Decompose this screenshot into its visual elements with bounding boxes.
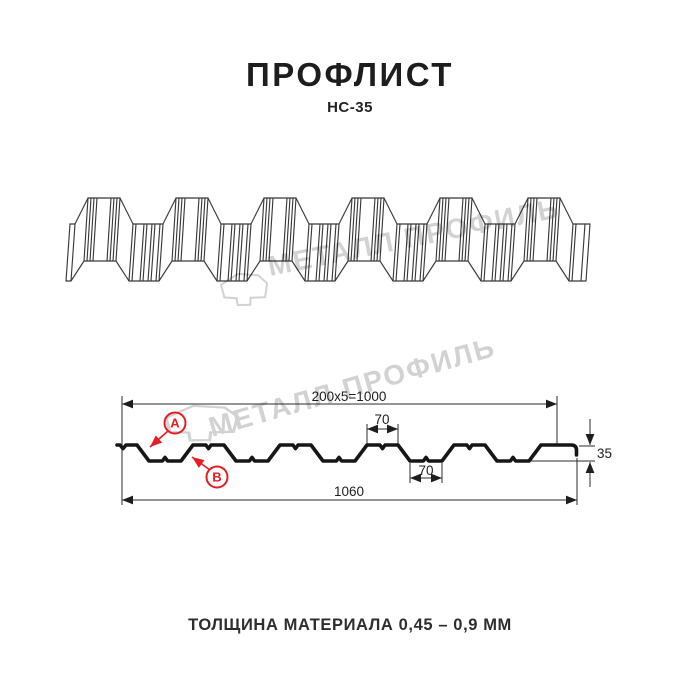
- metall-profil-logo: [219, 272, 269, 307]
- profile-model: НС-35: [327, 99, 373, 116]
- metall-profil-logo: [164, 404, 240, 442]
- label-a: A: [170, 416, 180, 431]
- label-b-arrow: [191, 456, 211, 471]
- dimension-lines: [121, 396, 595, 505]
- dimension-labels: 200x5=1000 70 70 35 1060: [312, 389, 612, 499]
- dim-pitch-label: 200x5=1000: [312, 389, 387, 404]
- profile-3d-view: [65, 197, 591, 282]
- label-a-arrow: [149, 430, 169, 448]
- profile-outline: [115, 443, 579, 463]
- dim-top-flange-label: 70: [374, 412, 389, 427]
- label-a-badge: [163, 411, 187, 435]
- material-thickness-note: ТОЛЩИНА МАТЕРИАЛА 0,45 – 0,9 ММ: [188, 616, 512, 634]
- watermark-lower: МЕТАЛЛ ПРОФИЛЬ: [164, 331, 499, 443]
- label-b-badge: [205, 465, 229, 489]
- dim-height-label: 35: [597, 446, 612, 461]
- dim-width-label: 1060: [334, 484, 364, 499]
- page-title: ПРОФЛИСТ: [246, 56, 454, 93]
- dim-bottom-flange-label: 70: [418, 463, 433, 478]
- watermark-text: МЕТАЛЛ ПРОФИЛЬ: [205, 331, 499, 443]
- surface-callouts: A B: [149, 411, 229, 489]
- label-b: B: [212, 470, 221, 485]
